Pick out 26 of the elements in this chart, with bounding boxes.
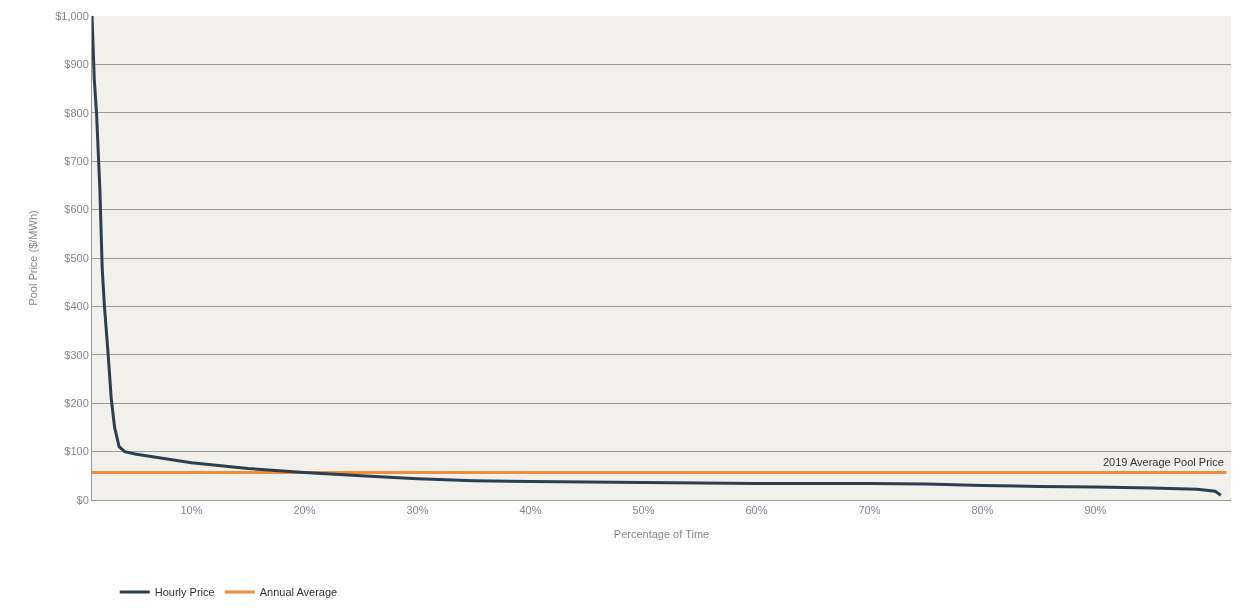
y-tick-label: $1,000 bbox=[55, 9, 89, 22]
y-tick-label: $600 bbox=[64, 203, 89, 216]
y-tick-label: $400 bbox=[64, 300, 89, 313]
y-tick-label: $300 bbox=[64, 348, 89, 361]
y-axis-title: Pool Price ($/MWh) bbox=[26, 210, 39, 306]
y-tick-label: $100 bbox=[64, 445, 89, 458]
y-tick-label: $900 bbox=[64, 58, 89, 71]
y-tick-label: $0 bbox=[76, 493, 89, 506]
y-tick-label: $800 bbox=[64, 106, 89, 119]
x-tick-label: 30% bbox=[406, 504, 429, 517]
y-tick-label: $200 bbox=[64, 397, 89, 410]
y-tick-label: $700 bbox=[64, 155, 89, 168]
annotation: 2019 Average Pool Price bbox=[1103, 456, 1224, 468]
x-tick-label: 80% bbox=[971, 504, 994, 517]
x-tick-label: 40% bbox=[519, 504, 542, 517]
x-tick-label: 50% bbox=[632, 504, 655, 517]
legend-label: Hourly Price bbox=[154, 586, 215, 599]
x-axis-title: Percentage of Time bbox=[613, 528, 710, 541]
x-tick-label: 90% bbox=[1084, 504, 1107, 517]
x-tick-label: 20% bbox=[293, 504, 316, 517]
x-tick-label: 70% bbox=[858, 504, 881, 517]
line-series bbox=[92, 16, 1223, 497]
x-tick-label: 10% bbox=[180, 504, 203, 517]
y-tick-label: $500 bbox=[64, 251, 89, 264]
legend-label: Annual Average bbox=[259, 586, 338, 599]
x-tick-label: 60% bbox=[745, 504, 768, 517]
